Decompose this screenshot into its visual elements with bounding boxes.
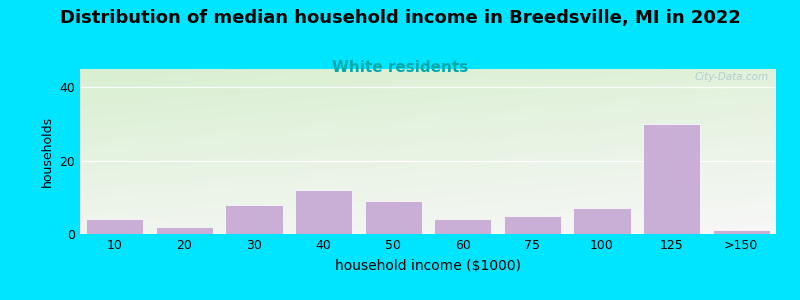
Bar (574, 208, 630, 234)
Text: Distribution of median household income in Breedsville, MI in 2022: Distribution of median household income … (59, 9, 741, 27)
Text: City-Data.com: City-Data.com (695, 72, 769, 82)
Bar (434, 219, 491, 234)
Text: White residents: White residents (332, 60, 468, 75)
Y-axis label: households: households (41, 116, 54, 187)
Bar (365, 201, 422, 234)
Bar (156, 227, 213, 234)
Bar (86, 219, 143, 234)
Bar (643, 124, 700, 234)
Bar (713, 230, 770, 234)
Bar (504, 216, 561, 234)
X-axis label: household income ($1000): household income ($1000) (335, 259, 521, 273)
Bar (295, 190, 352, 234)
Bar (226, 205, 282, 234)
